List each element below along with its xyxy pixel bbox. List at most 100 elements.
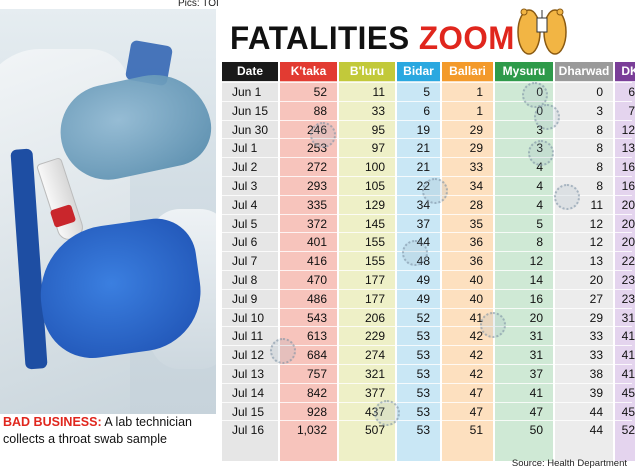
cell-bluru: 145 — [364, 216, 385, 231]
cell-dk: 20 — [621, 235, 635, 250]
cell-mysuru: 41 — [529, 385, 543, 400]
virus-icon — [374, 400, 400, 426]
photo-credit: Pics: TOI — [178, 0, 219, 9]
cell-ballari: 35 — [469, 216, 483, 231]
cell-ktaka: 486 — [306, 291, 327, 306]
cell-bidar: 52 — [416, 310, 430, 325]
cell-ballari: 42 — [469, 348, 483, 363]
row-divider — [222, 420, 632, 422]
column-header-dharwad: Dharwad — [555, 62, 613, 81]
cell-ballari: 33 — [469, 160, 483, 175]
cell-ballari: 51 — [469, 423, 483, 438]
cell-dk: 16 — [621, 179, 635, 193]
column-header-bidar: Bidar — [397, 62, 440, 81]
column-date: Date Jun 1 Jun 15 Jun 30 Jul 1 Jul 2 Jul 3 Jul … — [222, 62, 278, 461]
row-date: Jul 1 — [232, 141, 258, 156]
column-header-date: Date — [222, 62, 278, 81]
photo-caption: BAD BUSINESS: A lab technician collects … — [0, 414, 216, 454]
row-divider — [222, 326, 632, 328]
cell-dk: 16 — [621, 160, 635, 175]
cell-bluru: 11 — [372, 85, 385, 99]
row-date: Jun 1 — [232, 85, 262, 99]
cell-ktaka: 52 — [313, 85, 327, 99]
cell-bidar: 19 — [416, 122, 430, 137]
row-date: Jul 5 — [232, 216, 258, 231]
cell-ktaka: 88 — [313, 103, 327, 118]
cell-ktaka: 543 — [306, 310, 327, 325]
cell-dk: 23 — [621, 273, 635, 287]
row-divider — [222, 100, 632, 102]
cell-bidar: 6 — [423, 103, 430, 118]
cell-ballari: 47 — [469, 385, 483, 400]
cell-ktaka: 416 — [306, 254, 327, 269]
row-divider — [222, 401, 632, 403]
cell-mysuru: 3 — [536, 122, 543, 137]
virus-icon — [554, 184, 580, 210]
cell-dharwad: 38 — [589, 367, 603, 381]
cell-bluru: 206 — [364, 310, 385, 325]
cell-mysuru: 16 — [529, 291, 543, 306]
cell-mysuru: 31 — [529, 348, 543, 363]
virus-icon — [522, 82, 548, 108]
cell-ballari: 36 — [469, 254, 483, 269]
headline-word-1: FATALITIES — [230, 20, 410, 56]
cell-ktaka: 335 — [306, 197, 327, 212]
column-header-ballari: Ballari — [442, 62, 493, 81]
virus-icon — [310, 122, 336, 148]
cell-dk: 41 — [621, 348, 635, 363]
column-bluru: B'luru 11 33 95 97 100 105 129 145 155 155 177 177 20… — [339, 62, 395, 461]
row-divider — [222, 157, 632, 159]
cell-dharwad: 0 — [596, 85, 603, 99]
cell-dharwad: 44 — [589, 423, 603, 438]
cell-ktaka: 293 — [306, 179, 327, 193]
cell-bluru: 177 — [364, 291, 385, 306]
virus-icon — [422, 178, 448, 204]
caption-lead: BAD BUSINESS: — [3, 415, 102, 429]
cell-ballari: 1 — [476, 103, 483, 118]
cell-ktaka: 372 — [306, 216, 327, 231]
caption-text: A lab technician collects a throat swab … — [3, 415, 192, 446]
cell-mysuru: 14 — [529, 273, 543, 287]
headline-word-2: ZOOM — [418, 20, 515, 56]
cell-bluru: 177 — [364, 273, 385, 287]
lab-technician-photo — [0, 9, 216, 414]
headline: FATALITIES ZOOM — [230, 20, 515, 57]
cell-ktaka: 401 — [306, 235, 327, 250]
column-header-mysuru: Mysuru — [495, 62, 553, 81]
feet-with-toe-tag-icon — [517, 8, 567, 55]
cell-dk: 22 — [621, 254, 635, 269]
cell-bluru: 155 — [364, 254, 385, 269]
cell-bidar: 53 — [416, 423, 430, 438]
cell-ballari: 47 — [469, 404, 483, 419]
cell-bluru: 105 — [364, 179, 385, 193]
cell-dharwad: 8 — [596, 122, 603, 137]
row-divider — [222, 119, 632, 121]
cell-dharwad: 44 — [589, 404, 603, 419]
cell-dk: 20 — [621, 197, 635, 212]
row-date: Jul 11 — [232, 329, 264, 344]
cell-bluru: 129 — [364, 197, 385, 212]
cell-dharwad: 11 — [590, 197, 603, 212]
cell-ballari: 40 — [469, 273, 483, 287]
cell-bluru: 155 — [364, 235, 385, 250]
cell-mysuru: 4 — [536, 179, 543, 193]
cell-ballari: 36 — [469, 235, 483, 250]
cell-dharwad: 39 — [589, 385, 603, 400]
cell-bluru: 95 — [371, 122, 385, 137]
column-header-dk: DK — [615, 62, 635, 81]
cell-dharwad: 8 — [596, 179, 603, 193]
column-ballari: Ballari 1 1 29 29 33 34 28 35 36 36 40 40 41 42 42 42 47 4… — [442, 62, 493, 461]
cell-dk: 6 — [628, 85, 635, 99]
cell-mysuru: 5 — [536, 216, 543, 231]
virus-icon — [528, 140, 554, 166]
cell-ballari: 28 — [469, 197, 483, 212]
cell-dharwad: 8 — [596, 160, 603, 175]
cell-dk: 12 — [621, 122, 635, 137]
row-divider — [222, 270, 632, 271]
row-date: Jul 2 — [232, 160, 258, 175]
cell-dk: 23 — [621, 291, 635, 306]
cell-ktaka: 613 — [306, 329, 327, 344]
row-divider — [222, 307, 632, 309]
row-divider — [222, 232, 632, 234]
cell-dharwad: 13 — [589, 254, 603, 269]
